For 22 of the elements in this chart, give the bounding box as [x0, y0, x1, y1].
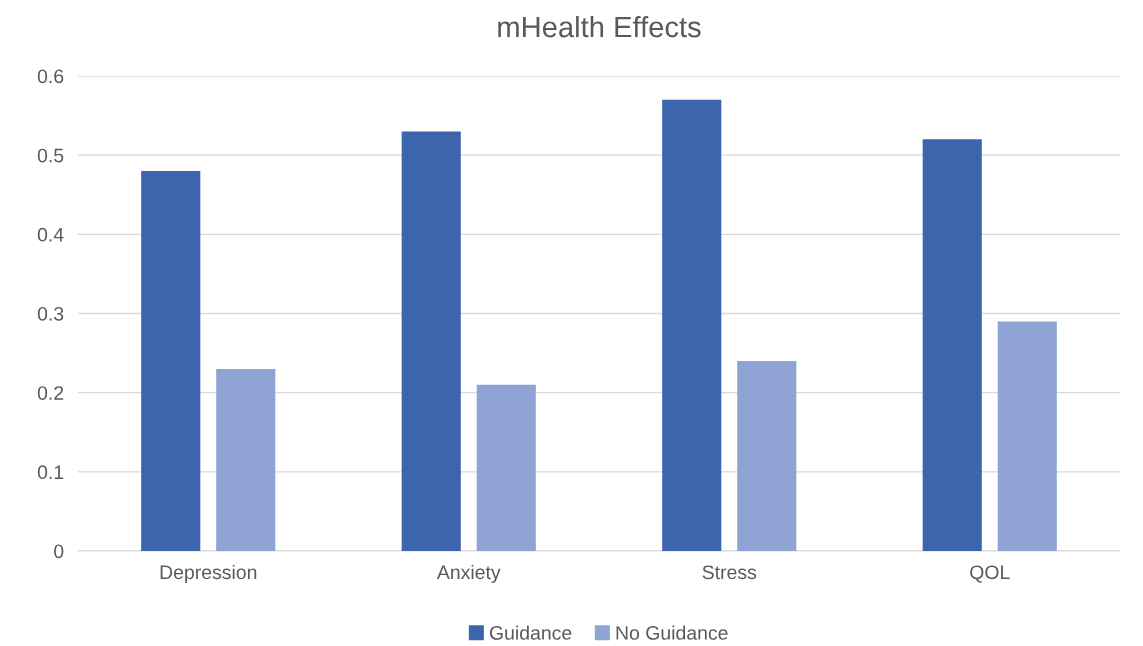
bar — [997, 321, 1057, 551]
chart-title: mHealth Effects — [498, 15, 701, 38]
x-tick-label: Anxiety — [436, 564, 501, 584]
bar — [922, 139, 982, 551]
legend-label: Guidance — [489, 625, 572, 640]
x-tick-label: Stress — [702, 565, 757, 580]
y-tick-label: 0.4 — [37, 227, 64, 242]
bar — [141, 171, 201, 551]
bar — [216, 368, 276, 551]
bar — [737, 361, 797, 551]
y-tick-label: 0.2 — [37, 386, 64, 400]
y-tick-label: 0.5 — [37, 148, 64, 163]
legend-label: No Guidance — [616, 625, 728, 640]
bar — [401, 131, 461, 551]
bar — [662, 99, 722, 551]
y-tick-label: 0.3 — [37, 306, 64, 321]
bar — [476, 384, 536, 551]
y-tick-label: 0.1 — [37, 465, 64, 480]
x-tick-label: QOL — [970, 565, 1010, 583]
y-tick-label: 0.6 — [37, 69, 64, 84]
y-tick-label: 0 — [54, 544, 64, 559]
x-tick-label: Depression — [160, 564, 257, 584]
